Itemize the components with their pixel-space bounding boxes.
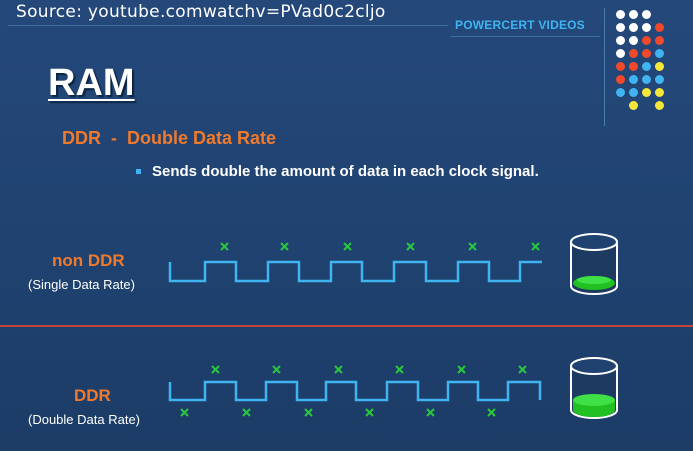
- container-icon: [570, 233, 618, 295]
- logo-dot: [616, 23, 625, 32]
- x-marker-icon: [457, 365, 466, 374]
- ddr-clock-wave: [168, 380, 542, 402]
- header-rule: [8, 25, 448, 26]
- logo-dot: [655, 88, 664, 97]
- logo-dot: [616, 36, 625, 45]
- x-marker-icon: [468, 242, 477, 251]
- x-marker-icon: [343, 242, 352, 251]
- x-marker-icon: [487, 408, 496, 417]
- logo-dot: [616, 49, 625, 58]
- non-ddr-markers: [220, 242, 540, 251]
- x-marker-icon: [211, 365, 220, 374]
- logo-dot: [629, 49, 638, 58]
- bullet-icon: [136, 169, 141, 174]
- brand-rule: [450, 36, 600, 37]
- logo-dot: [655, 75, 664, 84]
- brand-label: POWERCERT VIDEOS: [455, 18, 585, 32]
- logo-dot: [629, 101, 638, 110]
- x-marker-icon: [180, 408, 189, 417]
- logo-dot: [616, 10, 625, 19]
- x-marker-icon: [304, 408, 313, 417]
- x-marker-icon: [518, 365, 527, 374]
- logo-dot: [616, 88, 625, 97]
- source-caption: Source: youtube.comwatchv=PVad0c2cljo: [16, 2, 386, 22]
- logo-dot: [629, 10, 638, 19]
- ddr-markers-bottom: [180, 408, 496, 417]
- x-marker-icon: [220, 242, 229, 251]
- x-marker-icon: [272, 365, 281, 374]
- logo-dot: [616, 62, 625, 71]
- section-divider: [0, 325, 693, 327]
- logo-dot: [642, 62, 651, 71]
- logo-dot: [655, 101, 664, 110]
- vertical-rule: [604, 8, 605, 126]
- x-marker-icon: [334, 365, 343, 374]
- subtitle: DDR - Double Data Rate: [62, 128, 277, 148]
- logo-dot: [642, 88, 651, 97]
- ddr-label: DDR: [74, 386, 111, 405]
- logo-dot: [655, 36, 664, 45]
- logo-dot: [629, 23, 638, 32]
- x-marker-icon: [242, 408, 251, 417]
- x-marker-icon: [426, 408, 435, 417]
- logo-dot: [642, 36, 651, 45]
- x-marker-icon: [280, 242, 289, 251]
- page-title: RAM: [48, 62, 135, 104]
- non-ddr-clock-wave: [168, 260, 542, 283]
- logo-dot: [642, 10, 651, 19]
- container-icon: [570, 357, 618, 419]
- logo-dot: [655, 62, 664, 71]
- logo-dot: [629, 62, 638, 71]
- ddr-markers-top: [211, 365, 527, 374]
- bullet-text: Sends double the amount of data in each …: [152, 163, 539, 180]
- x-marker-icon: [365, 408, 374, 417]
- logo-dot: [642, 49, 651, 58]
- non-ddr-label: non DDR: [52, 251, 125, 270]
- logo-dot: [655, 23, 664, 32]
- logo-dot: [629, 75, 638, 84]
- x-marker-icon: [531, 242, 540, 251]
- logo-dot: [642, 75, 651, 84]
- x-marker-icon: [406, 242, 415, 251]
- x-marker-icon: [395, 365, 404, 374]
- non-ddr-sublabel: (Single Data Rate): [28, 277, 135, 292]
- logo-dot: [629, 88, 638, 97]
- logo-dot: [616, 75, 625, 84]
- logo-dot: [655, 49, 664, 58]
- logo-dot: [629, 36, 638, 45]
- ddr-sublabel: (Double Data Rate): [28, 412, 140, 427]
- logo-dot: [642, 23, 651, 32]
